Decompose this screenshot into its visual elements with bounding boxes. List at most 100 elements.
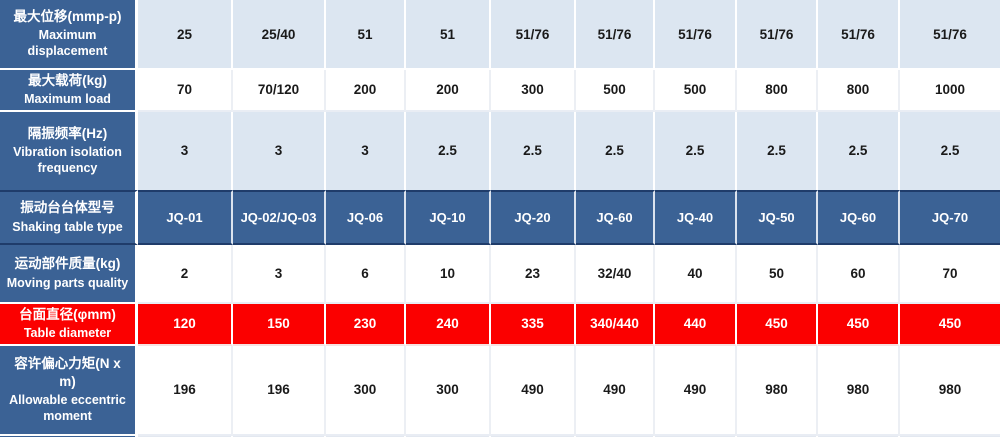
row-header: 容许偏心力矩(N x m) Allowable eccentric moment <box>0 345 138 436</box>
table-cell: 51 <box>326 0 406 70</box>
table-cell: 800 <box>818 70 900 112</box>
row-header: 运动部件质量(kg) Moving parts quality <box>0 244 138 304</box>
table-cell: 980 <box>818 345 900 436</box>
row-header-en: Shaking table type <box>12 219 123 234</box>
table-cell: JQ-60 <box>818 189 900 245</box>
row-header-en: Maximum load <box>24 92 111 107</box>
table-cell: 200 <box>326 70 406 112</box>
table-cell: 300 <box>326 345 406 436</box>
table-cell <box>491 435 576 437</box>
table-cell: JQ-70 <box>900 189 1000 245</box>
row-header-en: Allowable eccentric moment <box>9 393 126 423</box>
table-cell: JQ-60 <box>576 189 655 245</box>
row-header: 台面直径(φmm) Table diameter <box>0 303 138 346</box>
table-cell: 300 <box>491 70 576 112</box>
row-header-zh: 最大位移(mmp-p) <box>13 9 122 25</box>
table-cell: 2.5 <box>737 111 818 190</box>
table-cell: 196 <box>138 345 233 436</box>
table-cell: 51/76 <box>737 0 818 70</box>
table-cell: 70/120 <box>233 70 326 112</box>
table-cell: 490 <box>655 345 737 436</box>
table-cell: JQ-10 <box>406 189 491 245</box>
table-row: 振动台台体型号 Shaking table type JQ-01 JQ-02/JQ-0… <box>0 189 1000 245</box>
table-cell: 50 <box>737 244 818 304</box>
table-cell: 500 <box>655 70 737 112</box>
table-cell: JQ-01 <box>138 189 233 245</box>
table-cell: 60 <box>818 244 900 304</box>
table-cell: 1000 <box>900 70 1000 112</box>
table-cell <box>326 435 406 437</box>
table-cell: 2.5 <box>900 111 1000 190</box>
table-cell: 3 <box>138 111 233 190</box>
table-cell: 10 <box>406 244 491 304</box>
table-cell: JQ-50 <box>737 189 818 245</box>
partial-table-row <box>0 435 1000 437</box>
table-cell: JQ-06 <box>326 189 406 245</box>
table-cell: 51/76 <box>655 0 737 70</box>
table-cell: 450 <box>737 303 818 346</box>
table-cell: 230 <box>326 303 406 346</box>
row-header-en: Vibration isolation frequency <box>13 145 122 175</box>
table-cell: 25/40 <box>233 0 326 70</box>
table-cell: 150 <box>233 303 326 346</box>
table-cell: 23 <box>491 244 576 304</box>
table-cell: 240 <box>406 303 491 346</box>
table-row: 容许偏心力矩(N x m) Allowable eccentric moment 1… <box>0 345 1000 436</box>
row-header-zh: 台面直径(φmm) <box>19 306 116 322</box>
table-row: 隔振频率(Hz) Vibration isolation frequency 3 3 3… <box>0 111 1000 190</box>
table-cell: 200 <box>406 70 491 112</box>
table-cell: 51/76 <box>818 0 900 70</box>
row-header-zh: 运动部件质量(kg) <box>14 256 121 272</box>
table-cell: 70 <box>900 244 1000 304</box>
table-cell <box>737 435 818 437</box>
table-cell: 500 <box>576 70 655 112</box>
table-cell: 120 <box>138 303 233 346</box>
row-header-en: Moving parts quality <box>6 275 129 290</box>
table-cell <box>900 435 1000 437</box>
row-header <box>0 435 138 437</box>
table-cell: 3 <box>233 244 326 304</box>
table-cell: 6 <box>326 244 406 304</box>
table-row: 台面直径(φmm) Table diameter 120 150 230 240 335 34… <box>0 303 1000 346</box>
table-cell: 800 <box>737 70 818 112</box>
row-header: 最大位移(mmp-p) Maximum displacement <box>0 0 138 70</box>
table-cell <box>655 435 737 437</box>
table-cell: 450 <box>900 303 1000 346</box>
table-cell: 40 <box>655 244 737 304</box>
row-header-zh: 最大载荷(kg) <box>28 73 107 88</box>
table-cell: 2.5 <box>576 111 655 190</box>
table-row: 最大载荷(kg) Maximum load 70 70/120 200 200 300 500… <box>0 70 1000 112</box>
table-cell: 51/76 <box>900 0 1000 70</box>
table-cell <box>818 435 900 437</box>
table-cell: 450 <box>818 303 900 346</box>
table-cell: 2.5 <box>818 111 900 190</box>
row-header-zh: 隔振频率(Hz) <box>27 126 108 142</box>
table-cell <box>233 435 326 437</box>
table-cell: 2.5 <box>655 111 737 190</box>
table-cell: 340/440 <box>576 303 655 346</box>
row-header: 振动台台体型号 Shaking table type <box>0 189 138 245</box>
table-cell: 70 <box>138 70 233 112</box>
table-cell: 32/40 <box>576 244 655 304</box>
table-cell <box>138 435 233 437</box>
row-header-zh: 振动台台体型号 <box>20 200 115 216</box>
table-cell: 3 <box>233 111 326 190</box>
row-header: 隔振频率(Hz) Vibration isolation frequency <box>0 111 138 190</box>
table-cell: 335 <box>491 303 576 346</box>
table-cell: 2.5 <box>491 111 576 190</box>
table-cell: 490 <box>491 345 576 436</box>
table-cell: 51/76 <box>576 0 655 70</box>
table-cell: JQ-40 <box>655 189 737 245</box>
table-cell: 51 <box>406 0 491 70</box>
table-cell: 440 <box>655 303 737 346</box>
table-cell <box>576 435 655 437</box>
table-row: 运动部件质量(kg) Moving parts quality 2 3 6 10 23 32/… <box>0 244 1000 304</box>
table-cell <box>406 435 491 437</box>
table-cell: 300 <box>406 345 491 436</box>
row-header-zh: 容许偏心力矩(N x m) <box>14 355 121 390</box>
table-cell: 196 <box>233 345 326 436</box>
table-cell: 3 <box>326 111 406 190</box>
